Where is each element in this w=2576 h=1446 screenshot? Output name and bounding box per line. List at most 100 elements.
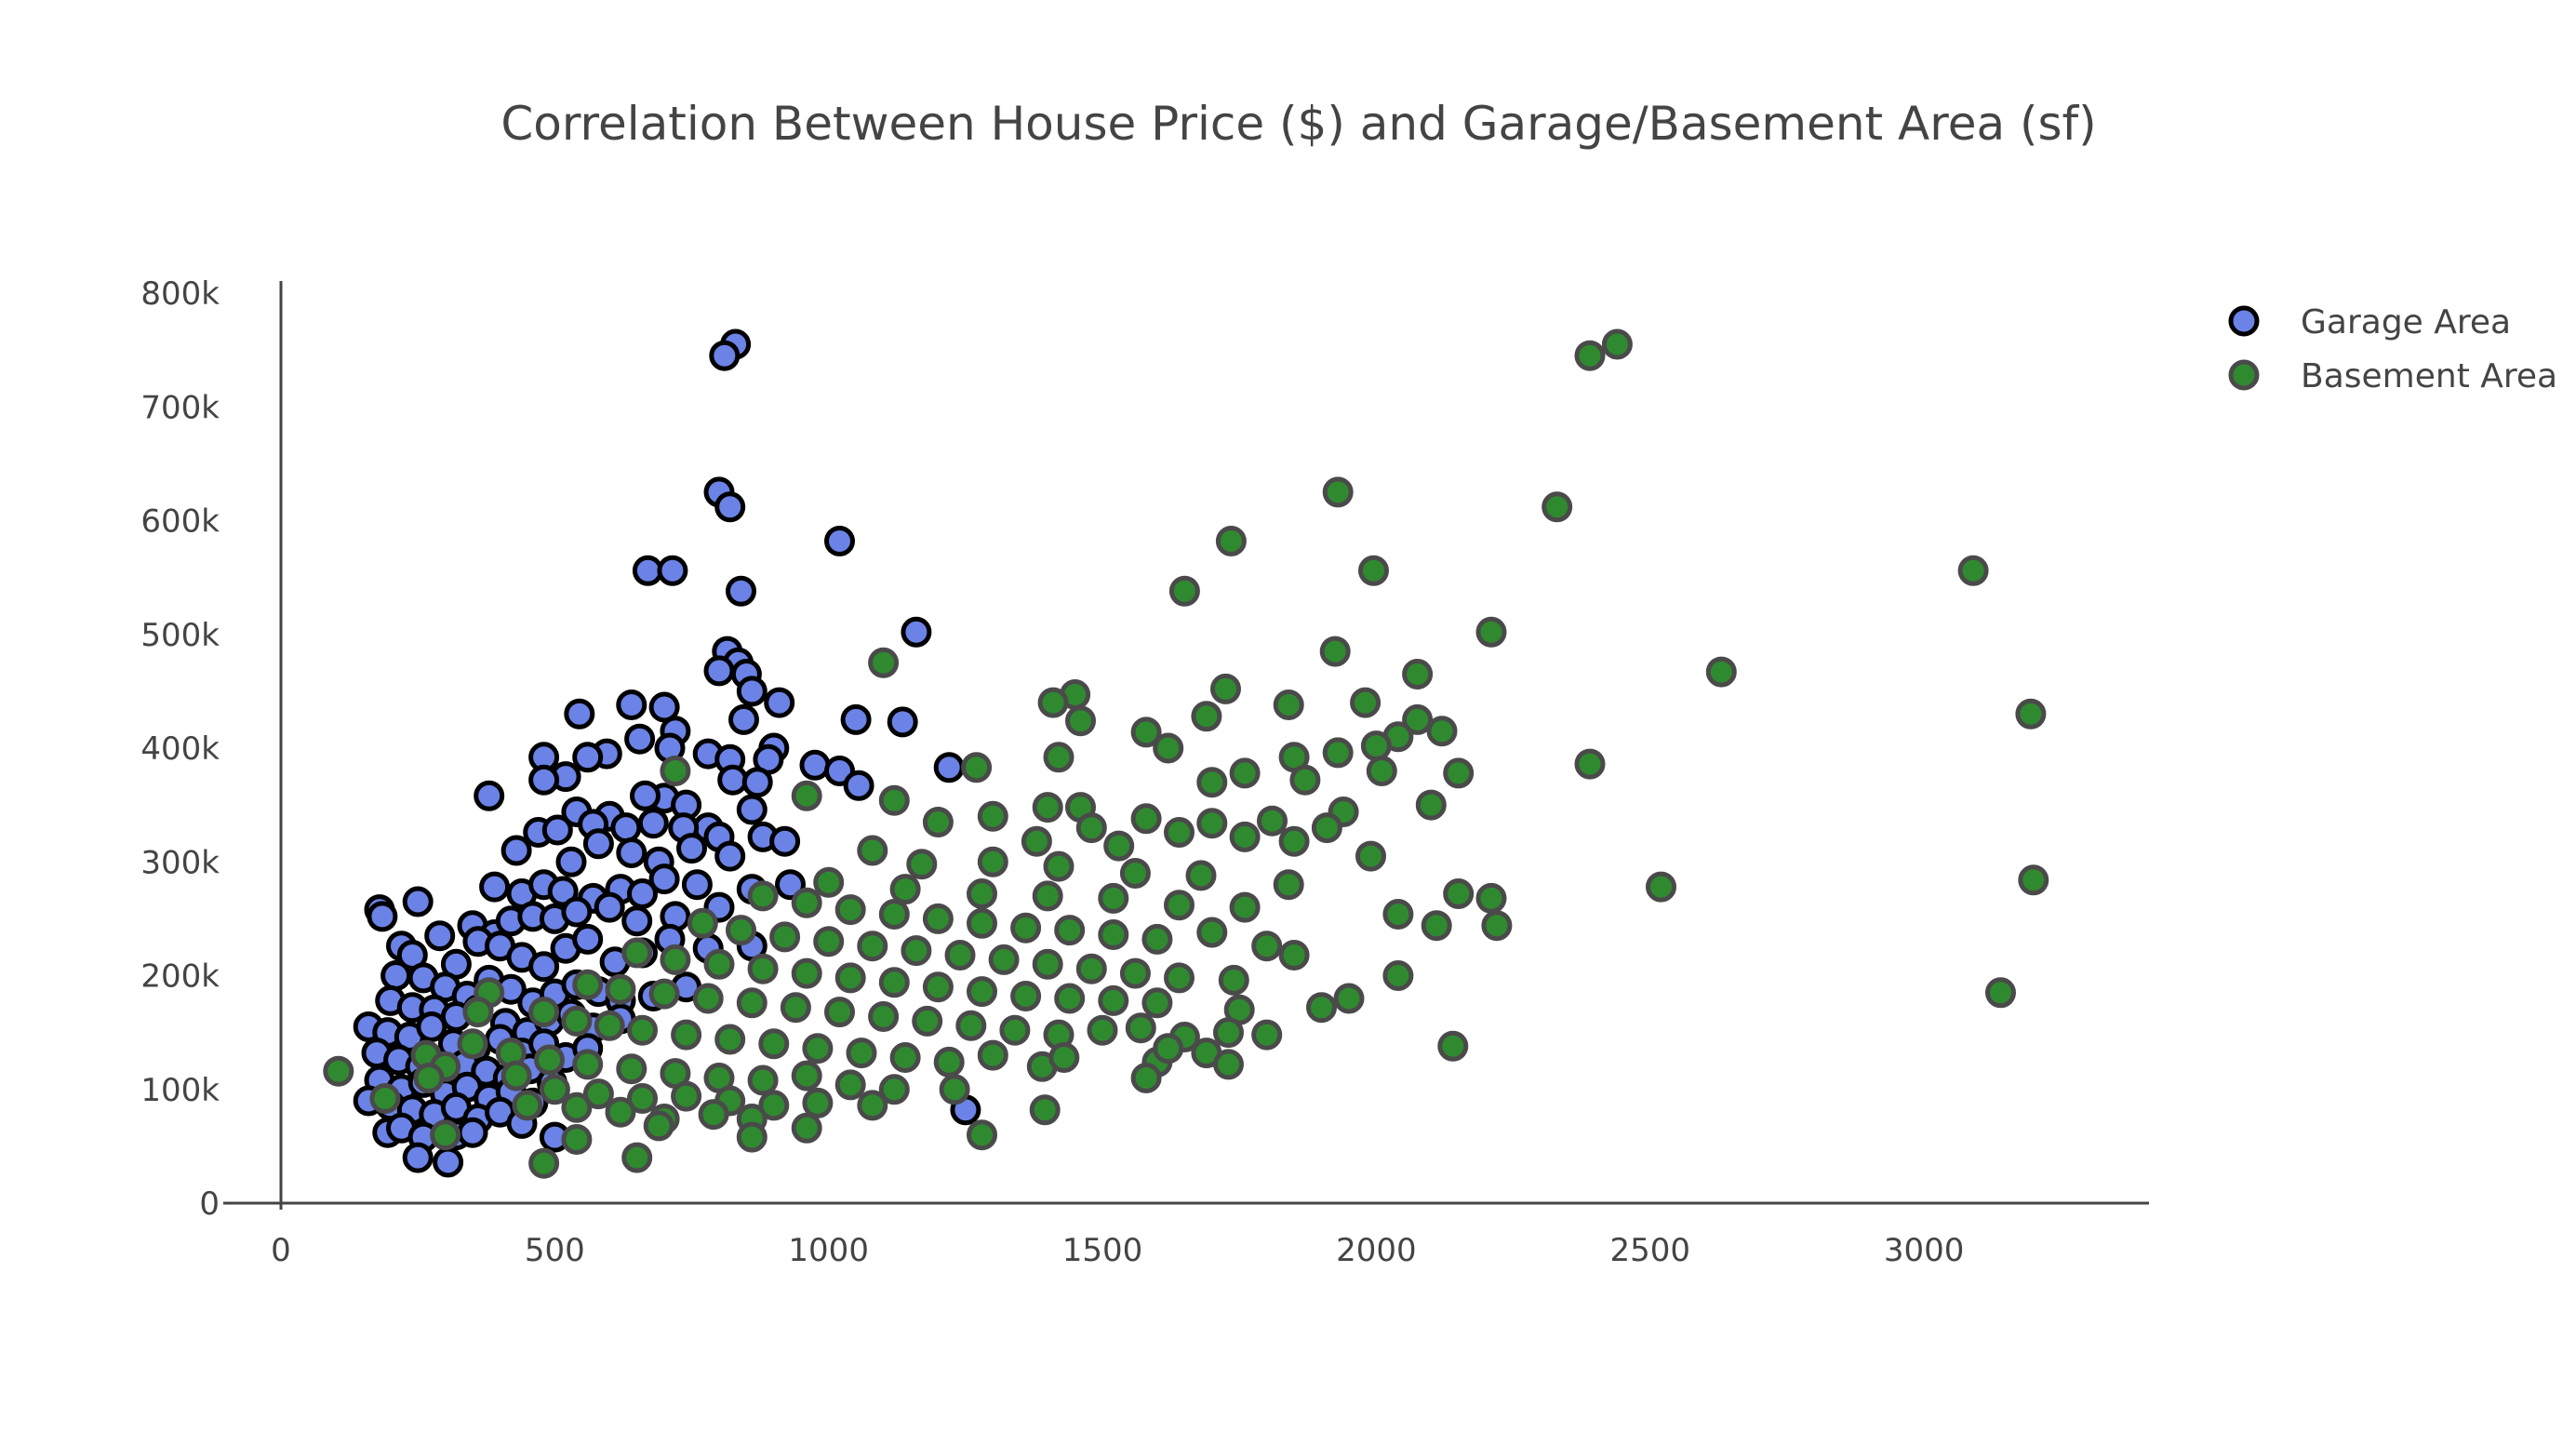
data-point[interactable] <box>791 1060 822 1091</box>
data-point[interactable] <box>1278 825 1310 857</box>
data-point[interactable] <box>616 837 647 868</box>
data-point[interactable] <box>621 905 653 937</box>
data-point[interactable] <box>648 691 680 723</box>
data-point[interactable] <box>1705 656 1737 688</box>
data-point[interactable] <box>717 764 749 796</box>
data-point[interactable] <box>416 1011 447 1042</box>
data-point[interactable] <box>1218 964 1249 996</box>
data-point[interactable] <box>1273 690 1304 720</box>
data-point[interactable] <box>648 864 680 895</box>
data-point[interactable] <box>1646 871 1676 903</box>
data-point[interactable] <box>1164 962 1195 994</box>
data-point[interactable] <box>846 1038 877 1069</box>
data-point[interactable] <box>714 840 746 872</box>
data-point[interactable] <box>939 1074 970 1105</box>
data-point[interactable] <box>813 926 845 957</box>
data-point[interactable] <box>692 983 724 1014</box>
data-point[interactable] <box>1402 703 1434 735</box>
legend-item[interactable]: Basement Area <box>2228 357 2557 395</box>
data-point[interactable] <box>582 828 614 860</box>
data-point[interactable] <box>561 896 593 928</box>
data-point[interactable] <box>922 971 954 1003</box>
data-point[interactable] <box>610 812 642 844</box>
data-point[interactable] <box>857 835 888 866</box>
data-point[interactable] <box>747 1064 779 1096</box>
data-point[interactable] <box>703 948 735 980</box>
data-point[interactable] <box>747 880 779 912</box>
data-point[interactable] <box>572 923 604 955</box>
data-point[interactable] <box>369 1083 401 1114</box>
data-point[interactable] <box>1010 912 1042 944</box>
data-point[interactable] <box>1210 673 1241 704</box>
data-point[interactable] <box>857 1090 888 1121</box>
data-point[interactable] <box>834 894 866 926</box>
data-point[interactable] <box>380 960 412 991</box>
data-point[interactable] <box>1257 805 1288 837</box>
data-point[interactable] <box>769 825 801 857</box>
data-point[interactable] <box>922 903 954 934</box>
data-point[interactable] <box>1957 555 1989 586</box>
data-point[interactable] <box>1229 821 1261 852</box>
data-point[interactable] <box>547 876 579 907</box>
data-point[interactable] <box>999 1014 1031 1046</box>
data-point[interactable] <box>1048 1042 1080 1073</box>
data-point[interactable] <box>479 871 511 903</box>
data-point[interactable] <box>1333 983 1365 1014</box>
data-point[interactable] <box>922 807 954 837</box>
data-point[interactable] <box>462 997 494 1028</box>
data-point[interactable] <box>433 1146 464 1178</box>
data-point[interactable] <box>1125 1012 1156 1044</box>
data-point[interactable] <box>528 1147 560 1179</box>
data-point[interactable] <box>1130 1063 1162 1093</box>
data-point[interactable] <box>605 1096 636 1128</box>
data-point[interactable] <box>1130 716 1162 748</box>
data-point[interactable] <box>933 752 965 783</box>
data-point[interactable] <box>1574 340 1606 371</box>
data-point[interactable] <box>632 555 663 586</box>
data-point[interactable] <box>582 1078 614 1110</box>
data-point[interactable] <box>528 764 560 796</box>
data-point[interactable] <box>906 849 938 880</box>
data-point[interactable] <box>539 1074 570 1105</box>
data-point[interactable] <box>657 555 688 586</box>
data-point[interactable] <box>561 1091 593 1123</box>
data-point[interactable] <box>802 1087 834 1118</box>
data-point[interactable] <box>1119 957 1151 989</box>
data-point[interactable] <box>572 1049 604 1080</box>
data-point[interactable] <box>1054 983 1086 1014</box>
data-point[interactable] <box>791 887 822 918</box>
data-point[interactable] <box>967 907 997 939</box>
data-point[interactable] <box>1358 555 1389 586</box>
data-point[interactable] <box>367 901 398 932</box>
data-point[interactable] <box>1153 732 1184 764</box>
data-point[interactable] <box>561 1124 593 1155</box>
data-point[interactable] <box>736 676 767 707</box>
data-point[interactable] <box>1065 705 1096 737</box>
data-point[interactable] <box>813 866 845 898</box>
data-point[interactable] <box>1196 767 1228 798</box>
data-point[interactable] <box>1229 891 1261 923</box>
data-point[interactable] <box>736 794 767 825</box>
data-point[interactable] <box>561 1005 593 1037</box>
data-point[interactable] <box>944 940 976 971</box>
data-point[interactable] <box>977 800 1008 832</box>
data-point[interactable] <box>791 1112 822 1144</box>
data-point[interactable] <box>878 899 910 930</box>
data-point[interactable] <box>1032 948 1063 980</box>
data-point[interactable] <box>1075 953 1107 984</box>
data-point[interactable] <box>1153 1033 1184 1064</box>
data-point[interactable] <box>512 1090 543 1121</box>
data-point[interactable] <box>824 997 855 1028</box>
data-point[interactable] <box>714 491 746 523</box>
data-point[interactable] <box>967 976 997 1008</box>
data-point[interactable] <box>457 1117 488 1148</box>
data-point[interactable] <box>534 1044 565 1076</box>
data-point[interactable] <box>799 749 831 781</box>
data-point[interactable] <box>1141 987 1173 1019</box>
data-point[interactable] <box>1322 737 1354 769</box>
data-point[interactable] <box>889 874 921 905</box>
data-point[interactable] <box>887 706 918 738</box>
data-point[interactable] <box>1360 730 1392 762</box>
data-point[interactable] <box>1421 910 1452 942</box>
data-point[interactable] <box>424 920 456 952</box>
